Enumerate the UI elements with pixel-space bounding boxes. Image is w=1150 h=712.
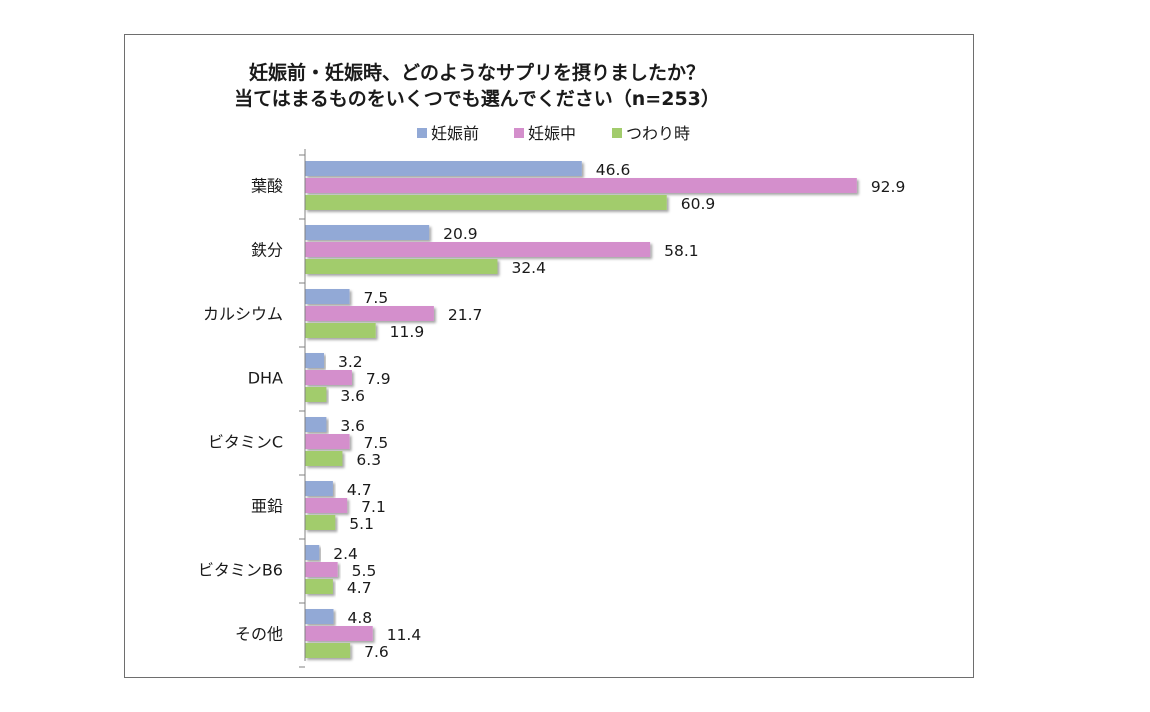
chart-title: 妊娠前・妊娠時、どのようなサプリを摂りましたか？ 当てはまるものをいくつでも選ん…: [234, 61, 720, 110]
legend-swatch-during-pregnancy: [514, 128, 524, 138]
value-label-morning-sickness: 5.1: [349, 515, 374, 533]
value-label-before-pregnancy: 46.6: [596, 161, 631, 179]
legend: 妊娠前 妊娠中 つわり時: [417, 124, 690, 143]
bar-during-pregnancy: [305, 370, 352, 385]
value-label-morning-sickness: 11.9: [390, 323, 425, 341]
chart-svg: 妊娠前・妊娠時、どのようなサプリを摂りましたか？ 当てはまるものをいくつでも選ん…: [198, 61, 906, 668]
value-label-during-pregnancy: 58.1: [664, 242, 699, 260]
bar-morning-sickness: [305, 323, 376, 338]
value-label-morning-sickness: 60.9: [681, 195, 716, 213]
legend-label-during-pregnancy: 妊娠中: [528, 124, 576, 143]
bar-during-pregnancy: [305, 498, 348, 513]
value-label-before-pregnancy: 3.2: [338, 353, 363, 371]
bar-morning-sickness: [305, 643, 351, 658]
legend-label-morning-sickness: つわり時: [626, 124, 690, 143]
value-label-before-pregnancy: 4.7: [347, 481, 372, 499]
bar-before-pregnancy: [305, 225, 430, 240]
value-label-morning-sickness: 7.6: [364, 643, 389, 661]
bar-before-pregnancy: [305, 161, 582, 176]
value-label-during-pregnancy: 7.9: [366, 370, 391, 388]
bar-before-pregnancy: [305, 481, 333, 496]
value-label-during-pregnancy: 7.1: [361, 498, 386, 516]
bar-morning-sickness: [305, 259, 498, 274]
bar-before-pregnancy: [305, 417, 327, 432]
value-label-during-pregnancy: 11.4: [387, 626, 422, 644]
chart-title-line-2: 当てはまるものをいくつでも選んでください（n=253）: [234, 87, 720, 110]
category-label: その他: [235, 625, 283, 644]
chart-title-line-1: 妊娠前・妊娠時、どのようなサプリを摂りましたか？: [249, 61, 705, 84]
value-label-during-pregnancy: 5.5: [352, 562, 377, 580]
legend-swatch-before-pregnancy: [417, 128, 427, 138]
value-label-before-pregnancy: 3.6: [340, 417, 365, 435]
category-label: 鉄分: [251, 241, 283, 260]
bar-during-pregnancy: [305, 242, 651, 257]
value-label-morning-sickness: 32.4: [511, 259, 546, 277]
bar-during-pregnancy: [305, 178, 857, 193]
value-label-morning-sickness: 6.3: [356, 451, 381, 469]
bar-morning-sickness: [305, 387, 327, 402]
bar-during-pregnancy: [305, 626, 373, 641]
bars-layer: 葉酸 46.6 92.9 60.9 鉄分 20.9 58.1 32.4 カルシウム 7.5 21.7…: [198, 154, 906, 668]
bar-during-pregnancy: [305, 434, 350, 449]
category-label: カルシウム: [203, 305, 283, 324]
value-label-during-pregnancy: 92.9: [871, 178, 906, 196]
value-label-before-pregnancy: 7.5: [364, 289, 389, 307]
bar-morning-sickness: [305, 195, 667, 210]
category-label: ビタミンC: [208, 433, 283, 452]
category-label: DHA: [248, 369, 283, 388]
value-label-before-pregnancy: 4.8: [348, 609, 373, 627]
category-label: 亜鉛: [251, 497, 283, 516]
value-label-before-pregnancy: 20.9: [443, 225, 478, 243]
bar-morning-sickness: [305, 579, 333, 594]
legend-swatch-morning-sickness: [612, 128, 622, 138]
value-label-morning-sickness: 4.7: [347, 579, 372, 597]
value-label-during-pregnancy: 21.7: [448, 306, 483, 324]
bar-before-pregnancy: [305, 289, 350, 304]
bar-before-pregnancy: [305, 609, 334, 624]
value-label-before-pregnancy: 2.4: [333, 545, 358, 563]
bar-before-pregnancy: [305, 353, 325, 368]
category-label: ビタミンB6: [198, 561, 283, 580]
bar-morning-sickness: [305, 451, 343, 466]
bar-during-pregnancy: [305, 306, 434, 321]
bar-during-pregnancy: [305, 562, 338, 577]
category-label: 葉酸: [251, 177, 283, 196]
value-label-during-pregnancy: 7.5: [364, 434, 389, 452]
legend-label-before-pregnancy: 妊娠前: [431, 124, 479, 143]
chart-frame: 妊娠前・妊娠時、どのようなサプリを摂りましたか？ 当てはまるものをいくつでも選ん…: [124, 34, 974, 678]
bar-morning-sickness: [305, 515, 336, 530]
value-label-morning-sickness: 3.6: [340, 387, 365, 405]
bar-before-pregnancy: [305, 545, 320, 560]
